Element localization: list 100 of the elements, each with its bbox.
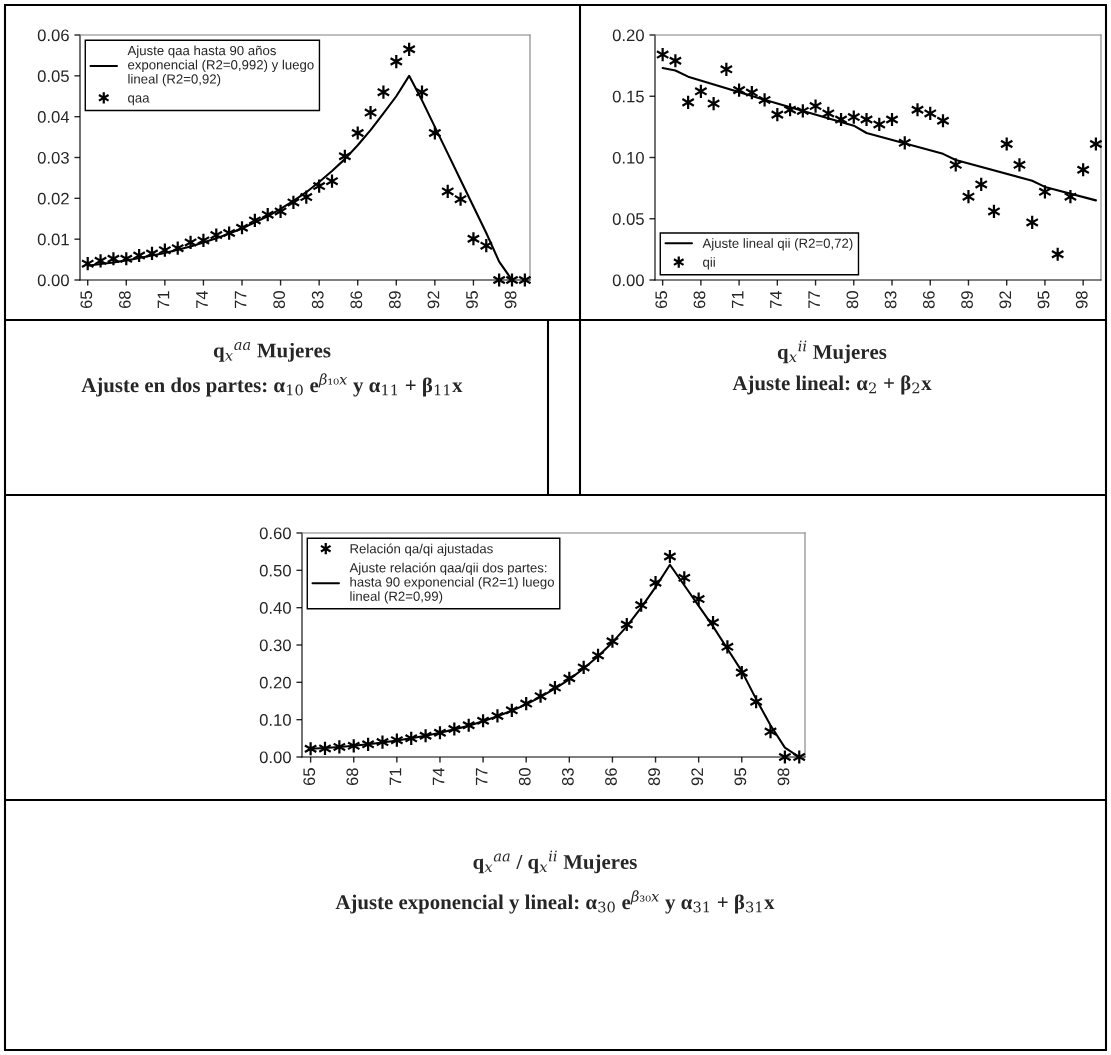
point (808, 98, 823, 114)
point (145, 245, 159, 262)
y-tick-label: 0.10 (612, 151, 644, 164)
point (80, 255, 95, 272)
point (948, 157, 963, 173)
y-tick-label: 0.10 (259, 714, 291, 726)
point (770, 106, 785, 123)
x-tick-label: 80 (273, 291, 286, 309)
x-tick-label: 89 (388, 291, 401, 309)
x-tick-label: 77 (234, 291, 247, 309)
x-tick-label: 86 (922, 291, 935, 309)
point (745, 84, 759, 101)
point (681, 94, 695, 111)
point (447, 721, 462, 737)
point (433, 725, 447, 741)
point (273, 203, 288, 220)
x-tick-label: 83 (311, 291, 324, 309)
x-tick-label: 68 (346, 768, 359, 786)
x-tick-label: 65 (303, 768, 316, 786)
point (106, 251, 121, 267)
x-tick-label: 74 (432, 767, 445, 786)
point (719, 61, 734, 77)
y-tick-label: 0.20 (612, 29, 644, 42)
point (428, 125, 442, 141)
point (222, 225, 236, 241)
x-tick-label: 77 (808, 291, 820, 309)
point (987, 203, 1001, 220)
point (235, 220, 249, 236)
point (1050, 246, 1065, 262)
text: q$_{x}$$^{aa}$ Mujeres (213, 342, 331, 362)
point (757, 92, 772, 108)
point (209, 227, 224, 243)
point (694, 83, 708, 100)
point (461, 717, 476, 733)
x-tick-label: 89 (648, 768, 661, 786)
point (390, 732, 404, 748)
point (1012, 157, 1027, 173)
point (619, 616, 634, 633)
point (490, 708, 505, 724)
point (961, 189, 976, 205)
x-tick-label: 98 (504, 291, 517, 309)
point (796, 103, 810, 119)
point (763, 723, 778, 740)
point (183, 234, 198, 251)
point (518, 272, 532, 288)
point (158, 242, 172, 258)
point (260, 206, 275, 223)
y-tick-label: 0.50 (259, 564, 291, 577)
point (720, 639, 735, 655)
point (415, 84, 429, 100)
point (834, 111, 848, 128)
x-tick-label: 80 (846, 291, 859, 309)
point (846, 109, 861, 125)
point (505, 702, 519, 719)
point (591, 647, 605, 664)
line-series (661, 67, 1097, 202)
point (402, 41, 416, 57)
point (299, 189, 314, 205)
point (668, 53, 683, 69)
point (648, 574, 663, 591)
point (1089, 136, 1103, 152)
x-tick-label: 74 (196, 290, 208, 309)
point (677, 570, 692, 586)
point (885, 111, 899, 128)
x-tick-label: 98 (777, 768, 790, 786)
point (897, 135, 912, 151)
y-tick-label: 0.60 (259, 527, 291, 540)
y-tick-label: 0.20 (259, 676, 291, 689)
y-tick-label: 0.04 (37, 111, 70, 123)
y-tick-label: 0.05 (37, 70, 69, 83)
point (576, 659, 591, 676)
point (663, 548, 677, 565)
point (634, 597, 648, 613)
x-tick-label: 83 (884, 291, 897, 309)
y-tick-label: 0.15 (612, 90, 644, 103)
text: Ajuste lineal: α$_{2}$ + β$_{2}$x (732, 375, 932, 395)
y-tick-label: 0.00 (612, 274, 644, 287)
point (440, 183, 455, 200)
point (691, 591, 706, 607)
point (734, 664, 749, 681)
point (404, 730, 419, 747)
point (332, 739, 347, 755)
point (248, 212, 262, 229)
point (492, 272, 506, 288)
y-tick-label: 0.00 (259, 751, 291, 764)
point (132, 247, 146, 264)
point (923, 105, 938, 122)
x-tick-label: 92 (691, 768, 704, 786)
x-tick-label: 71 (389, 768, 402, 786)
x-tick-label: 92 (999, 291, 1012, 309)
point (303, 741, 318, 757)
point (361, 736, 375, 753)
point (466, 231, 481, 247)
legend-label: qaa (128, 95, 150, 106)
point (792, 749, 807, 765)
point (1063, 189, 1078, 205)
point (749, 694, 763, 710)
point (910, 102, 925, 118)
point (389, 53, 404, 70)
x-tick-label: 95 (734, 768, 747, 786)
